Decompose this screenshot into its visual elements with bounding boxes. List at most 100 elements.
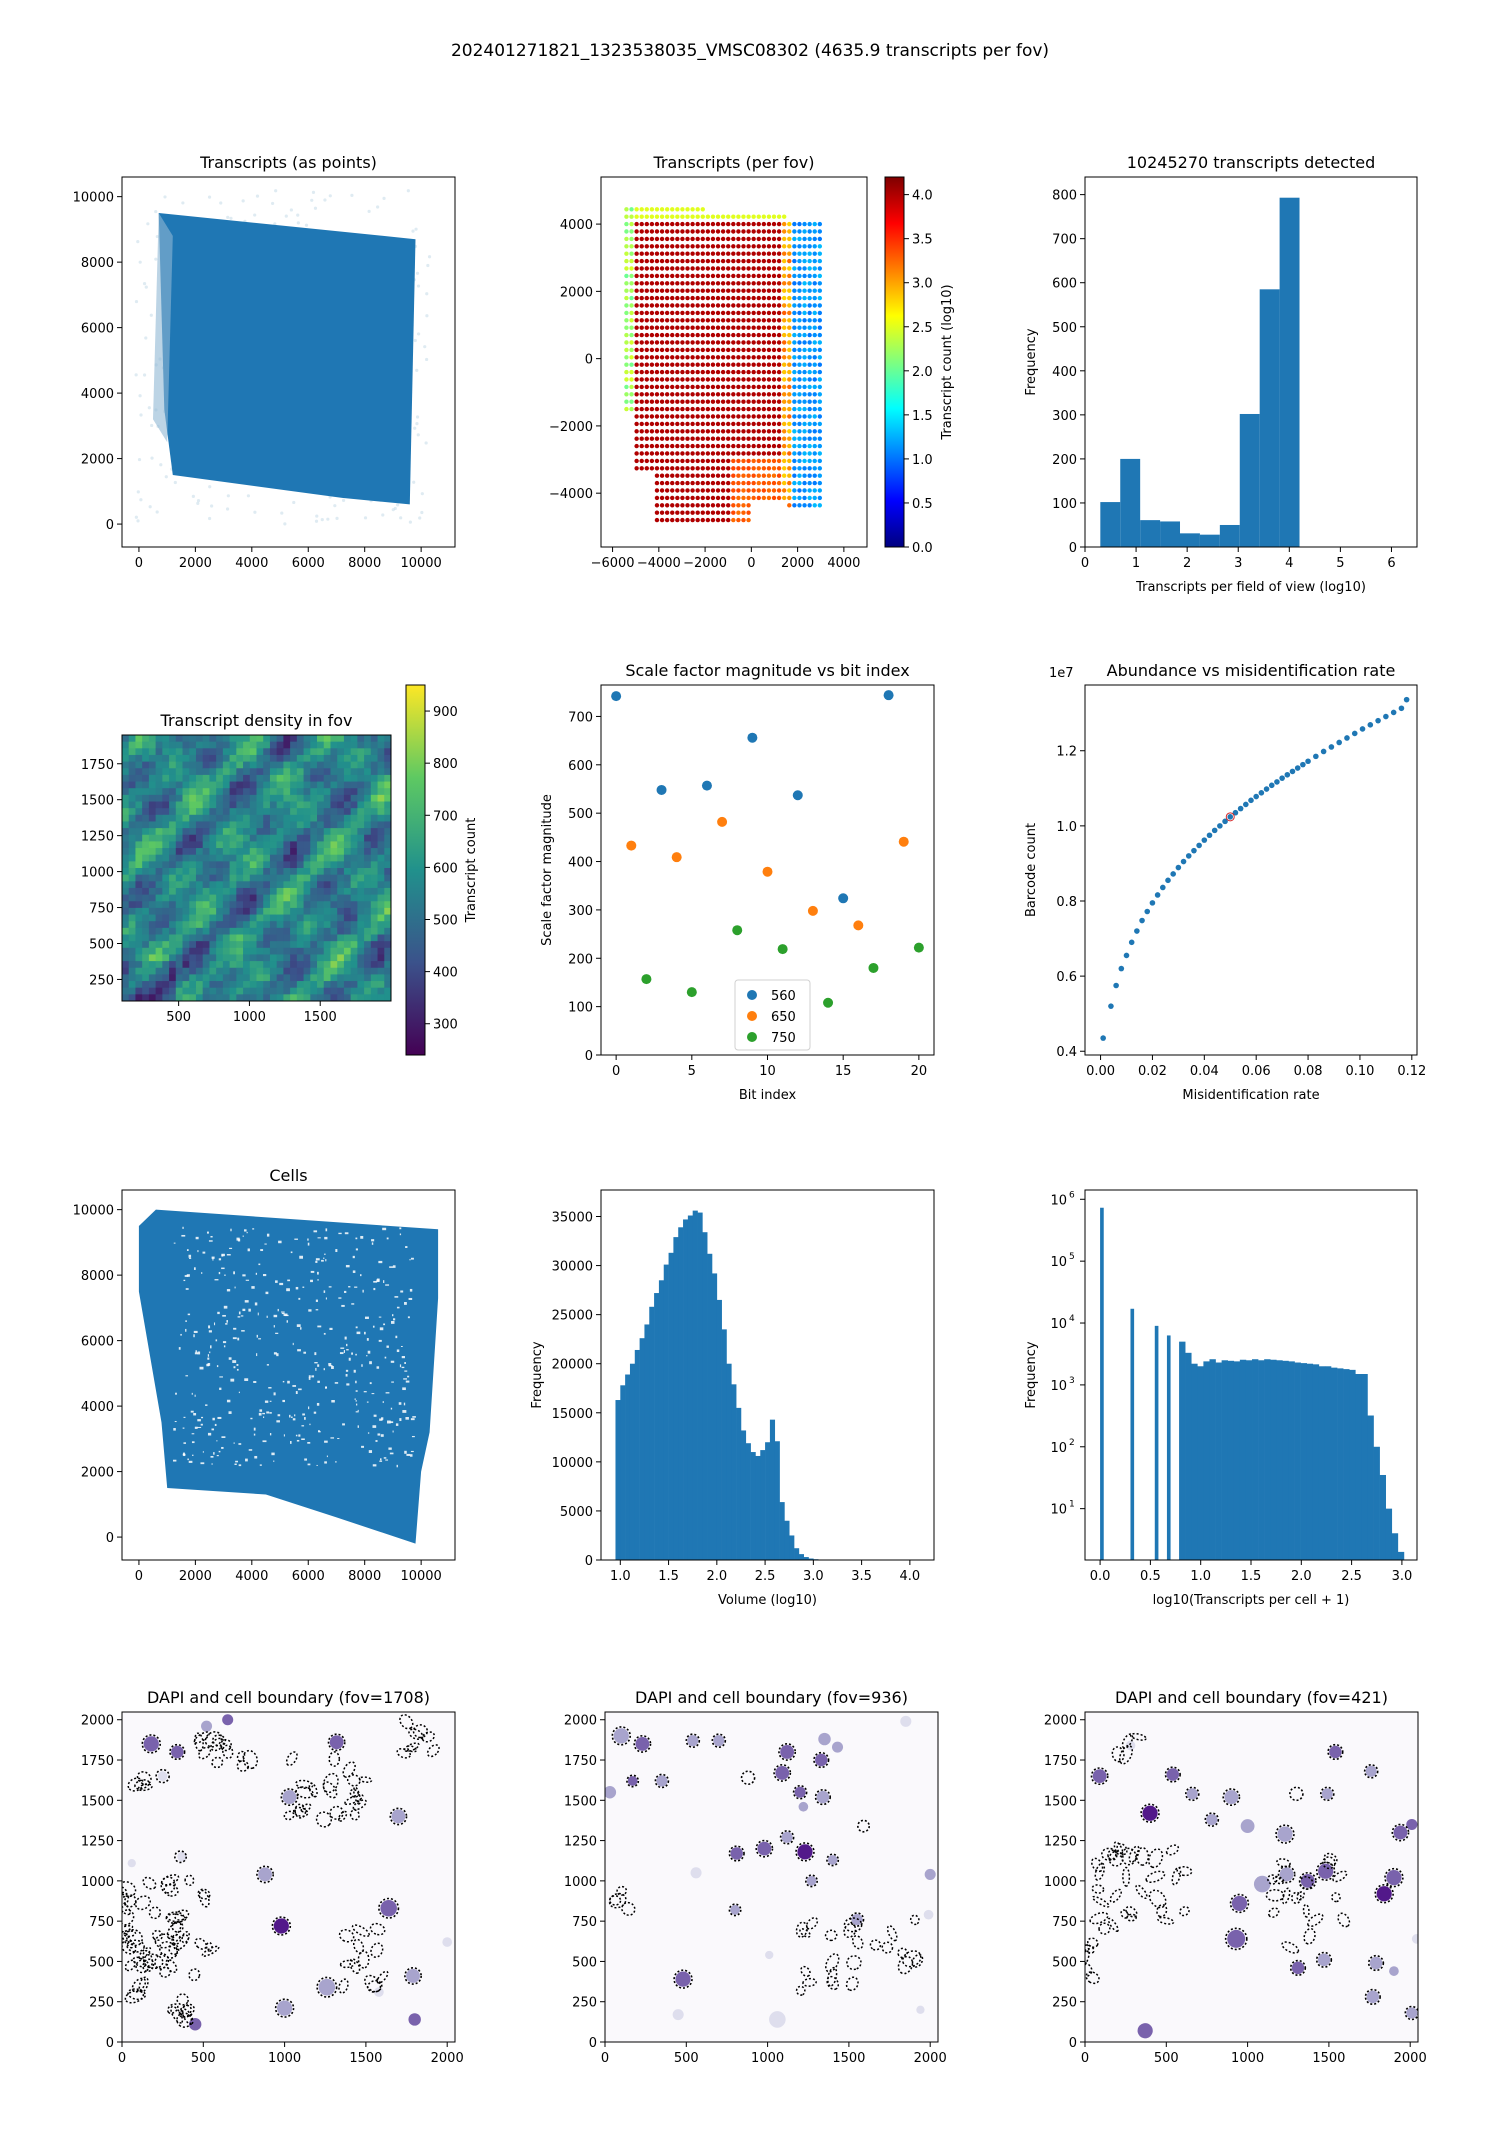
- heat-cell: [384, 841, 391, 849]
- heat-cell: [276, 894, 284, 902]
- fov-point: [751, 221, 756, 227]
- nucleus: [380, 1899, 397, 1917]
- fov-point: [675, 510, 680, 515]
- heat-cell: [290, 881, 298, 889]
- nucleus: [201, 1720, 213, 1732]
- heat-cell: [269, 894, 278, 902]
- colorbar-tick-label: 0.0: [912, 541, 933, 556]
- heat-cell: [377, 794, 385, 802]
- heat-cell: [209, 735, 217, 743]
- heat-cell: [370, 974, 379, 982]
- heat-cell: [195, 741, 204, 749]
- cell-gap: [371, 1393, 375, 1395]
- fov-point: [670, 244, 675, 249]
- cell-boundary: [160, 1876, 176, 1894]
- heat-cell: [229, 854, 237, 862]
- cell-boundary: [805, 1874, 818, 1888]
- heat-cell: [155, 894, 163, 902]
- chart-title: DAPI and cell boundary (fov=421): [1115, 1688, 1388, 1707]
- fov-point: [802, 221, 807, 227]
- cell-gap: [341, 1304, 345, 1307]
- fov-point: [654, 258, 660, 264]
- line-point: [1253, 793, 1259, 800]
- line-point: [1118, 965, 1125, 972]
- heat-cell: [249, 781, 257, 789]
- heat-cell: [155, 974, 163, 982]
- heat-cell: [310, 781, 318, 789]
- heat-cell: [155, 881, 163, 889]
- fov-point: [812, 288, 817, 293]
- heat-cell: [243, 914, 251, 922]
- fov-point: [710, 458, 716, 464]
- heat-cell: [122, 994, 130, 1001]
- line-point: [1320, 748, 1327, 755]
- fov-point: [726, 480, 731, 486]
- cell-boundary: [1337, 1912, 1351, 1928]
- cell-gap: [295, 1286, 299, 1290]
- y-tick-label: 15000: [552, 1407, 593, 1422]
- fov-point: [634, 458, 639, 464]
- heat-cell: [243, 781, 251, 789]
- plot-area: [605, 1712, 938, 2042]
- line-point: [1284, 771, 1291, 778]
- faint-point: [280, 511, 284, 515]
- heat-cell: [370, 768, 379, 776]
- cell-boundary: [404, 1967, 422, 1985]
- heat-cell: [142, 887, 150, 896]
- fov-point: [741, 384, 746, 390]
- cell-gap: [316, 1464, 318, 1466]
- heat-cell: [229, 987, 237, 995]
- heat-cell: [350, 947, 358, 955]
- heat-cell: [370, 901, 379, 909]
- faint-point: [253, 213, 257, 217]
- fov-point: [624, 332, 629, 338]
- heat-cell: [296, 927, 305, 935]
- cell-gap: [218, 1258, 222, 1261]
- heat-cell: [310, 735, 318, 743]
- faint-point: [333, 504, 337, 508]
- heat-cell: [343, 874, 352, 882]
- line-point: [1160, 884, 1166, 891]
- fov-point: [715, 421, 721, 427]
- hist-bar: [1203, 1361, 1210, 1560]
- cell-boundary: [122, 1939, 137, 1955]
- fov-point: [746, 347, 751, 353]
- heat-cell: [202, 821, 210, 829]
- cell-boundary: [1108, 1850, 1124, 1867]
- fov-point: [797, 244, 802, 249]
- cell-boundary: [1135, 1847, 1150, 1866]
- fov-point: [654, 488, 660, 493]
- hist-bar: [1270, 1359, 1277, 1560]
- heat-cell: [303, 828, 311, 836]
- fov-point: [629, 369, 634, 375]
- cell-gap: [315, 1260, 318, 1263]
- heat-cell: [323, 981, 331, 989]
- series-point-750: [777, 944, 788, 955]
- fov-point: [802, 273, 807, 279]
- hist-bar: [1166, 1335, 1171, 1560]
- heat-cell: [216, 768, 224, 776]
- cell-boundary: [378, 1897, 400, 1919]
- heat-cell: [169, 841, 177, 849]
- fov-point: [797, 355, 802, 360]
- heat-cell: [169, 981, 177, 989]
- fov-point: [781, 429, 787, 434]
- heat-cell: [283, 941, 291, 949]
- cell-boundary: [315, 1811, 332, 1828]
- fov-point: [741, 414, 746, 419]
- fov-point: [726, 281, 731, 286]
- hist-bar: [654, 1293, 660, 1560]
- series-point-560: [883, 690, 894, 701]
- heat-cell: [337, 887, 345, 896]
- cell-gap: [371, 1239, 375, 1242]
- cell-gap: [290, 1416, 293, 1418]
- fov-point: [812, 384, 817, 390]
- heat-cell: [384, 967, 391, 975]
- fov-point: [792, 318, 797, 323]
- fov-point: [680, 310, 685, 316]
- heat-cell: [364, 921, 372, 929]
- fov-point: [720, 510, 726, 515]
- fov-point: [639, 207, 644, 212]
- fov-point: [787, 355, 792, 360]
- cell-boundary: [1148, 1848, 1164, 1869]
